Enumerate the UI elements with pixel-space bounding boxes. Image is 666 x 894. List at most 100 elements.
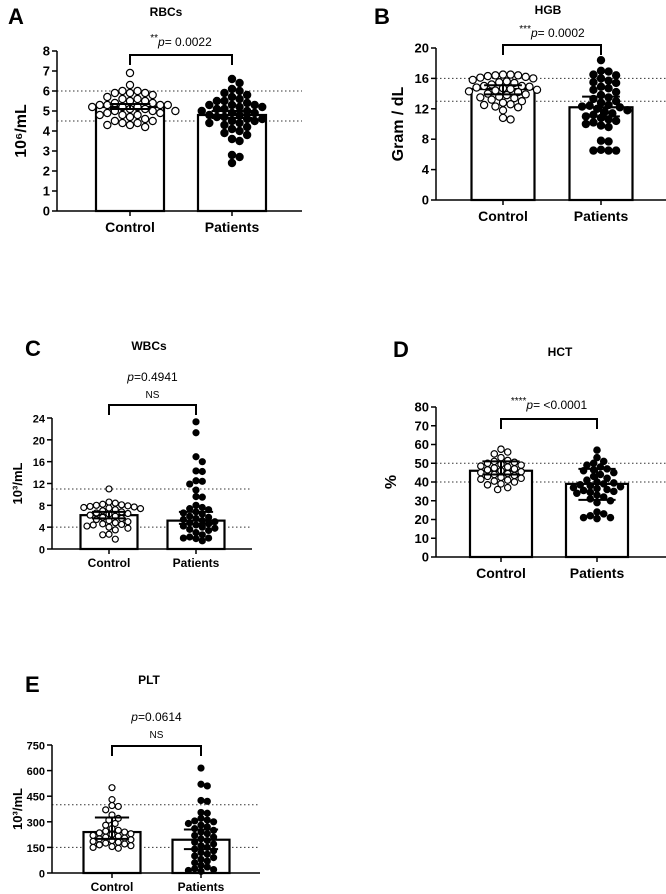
data-point <box>503 463 512 471</box>
data-point <box>210 865 218 874</box>
data-point <box>227 84 237 94</box>
panel-b: B HGB 0 4 8 12 16 20 Control Patients Gram / dL ***… <box>374 3 666 224</box>
significance-stars: **** <box>511 396 527 407</box>
data-point <box>589 85 598 95</box>
data-point <box>198 477 206 485</box>
y-tick-label: 0 <box>422 193 429 208</box>
data-point <box>118 110 127 120</box>
data-point <box>227 158 237 168</box>
data-point <box>148 106 157 116</box>
data-point <box>89 843 97 852</box>
data-point <box>532 85 542 95</box>
data-point <box>604 76 613 85</box>
data-point <box>517 96 527 106</box>
panel-title: RBCs <box>150 5 183 19</box>
panel-letter: E <box>25 672 40 697</box>
data-point <box>197 106 206 116</box>
data-point <box>203 836 211 845</box>
data-point <box>493 485 502 494</box>
data-point <box>191 838 199 846</box>
data-point <box>599 510 608 518</box>
data-point <box>118 86 127 96</box>
p-symbol: p <box>157 35 165 49</box>
data-point <box>498 98 508 107</box>
data-point <box>227 134 237 144</box>
data-point <box>242 90 252 100</box>
data-point <box>585 101 594 110</box>
data-point <box>179 515 187 524</box>
data-point <box>198 531 206 539</box>
data-point <box>192 535 200 543</box>
data-point <box>184 819 192 828</box>
data-point <box>502 77 511 86</box>
data-point <box>497 445 505 453</box>
data-point <box>197 780 205 788</box>
data-point <box>220 128 229 138</box>
y-tick-label: 60 <box>415 437 429 452</box>
data-point <box>95 829 104 837</box>
data-point <box>579 486 588 495</box>
y-tick-label: 2 <box>43 164 50 179</box>
data-point <box>227 74 237 84</box>
data-point <box>86 502 94 511</box>
y-tick-label: 150 <box>27 843 45 855</box>
data-point <box>102 821 110 829</box>
data-point <box>513 71 523 80</box>
data-point <box>611 116 621 126</box>
data-point <box>603 474 611 483</box>
data-point <box>120 840 129 848</box>
y-tick-label: 0 <box>39 869 45 881</box>
data-point <box>118 94 127 104</box>
y-axis-label: 10⁶/mL <box>13 104 30 158</box>
p-value: =0.4941 <box>134 370 178 384</box>
panel-letter: D <box>393 337 409 362</box>
data-point <box>179 534 187 542</box>
data-point <box>105 498 113 506</box>
data-point <box>579 513 588 522</box>
data-point <box>220 88 229 98</box>
data-point <box>136 505 145 513</box>
data-point <box>191 865 199 873</box>
panel-d: D HCT 0 10 20 30 40 50 60 70 80 Control Patients% ***… <box>383 337 666 581</box>
data-point <box>171 106 180 116</box>
data-point <box>593 446 601 454</box>
data-point <box>490 477 499 485</box>
data-point <box>198 458 206 466</box>
data-point <box>586 481 595 490</box>
ns-label: NS <box>146 390 160 401</box>
significance-bracket <box>108 404 197 415</box>
p-value: = 0.0002 <box>538 26 585 40</box>
p-value-label: p=0.4941 <box>126 370 178 384</box>
data-point <box>476 93 485 102</box>
y-tick-label: 0 <box>39 545 45 557</box>
data-point <box>186 512 194 520</box>
panel-letter: B <box>374 4 390 29</box>
data-point <box>503 448 512 456</box>
data-point <box>110 116 120 126</box>
data-point <box>479 100 489 110</box>
y-tick-label: 5 <box>43 104 50 119</box>
y-tick-label: 24 <box>33 414 46 426</box>
y-tick-label: 20 <box>415 41 429 56</box>
data-point <box>517 474 525 483</box>
data-point <box>127 830 135 838</box>
data-point <box>477 462 485 470</box>
data-point <box>95 110 104 120</box>
data-point <box>472 83 481 92</box>
data-point <box>124 509 132 518</box>
data-point <box>186 519 194 527</box>
data-point <box>506 100 515 109</box>
data-point <box>133 94 142 104</box>
data-point <box>596 82 606 91</box>
data-point <box>92 509 101 517</box>
data-point <box>80 503 88 512</box>
data-point <box>577 102 587 111</box>
data-point <box>483 466 492 474</box>
data-point <box>197 796 205 805</box>
data-point <box>497 480 505 488</box>
p-value: = <0.0001 <box>533 398 587 412</box>
data-point <box>483 481 492 489</box>
x-tick-label: Patients <box>205 219 260 235</box>
data-point <box>110 88 120 98</box>
data-point <box>197 821 205 829</box>
